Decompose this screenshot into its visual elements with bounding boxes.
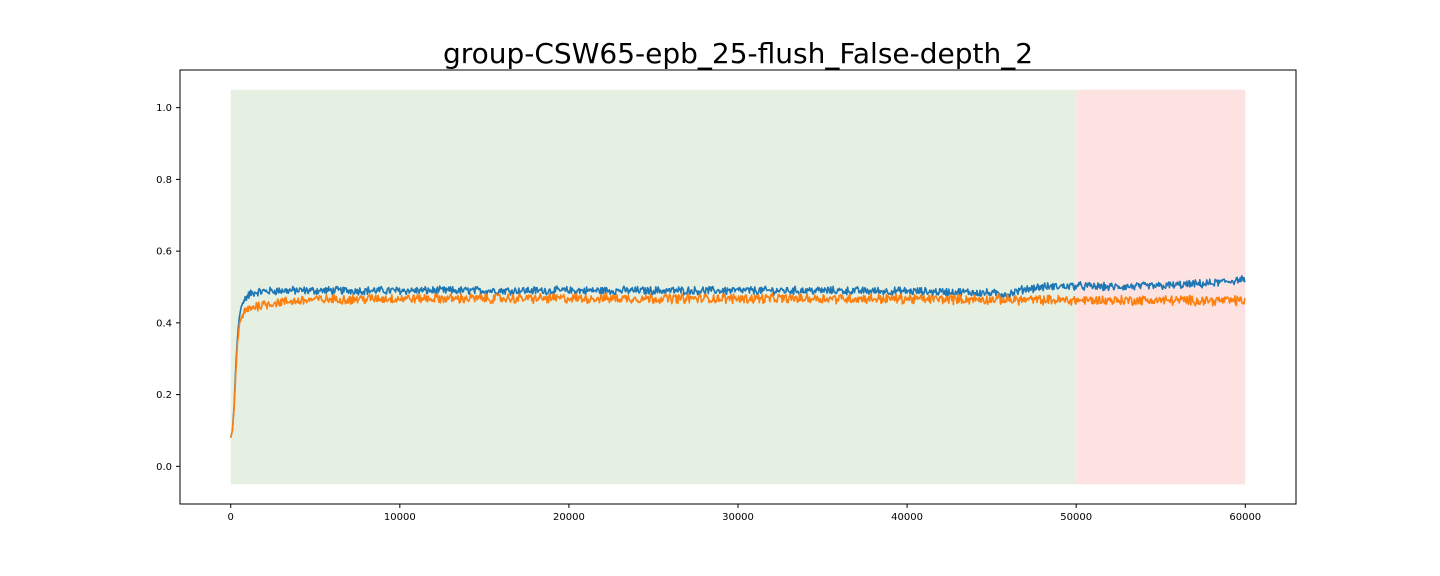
y-tick-label: 1.0 <box>156 103 172 114</box>
x-tick-label: 50000 <box>1060 512 1092 523</box>
y-tick-label: 0.8 <box>156 175 172 186</box>
series-lines <box>229 275 1246 438</box>
y-axis: 0.0 0.2 0.4 0.6 0.8 1.0 <box>156 103 180 473</box>
x-axis: 0 10000 20000 30000 40000 50000 60000 <box>228 504 1261 523</box>
x-tick-label: 0 <box>228 512 234 523</box>
x-tick-label: 10000 <box>384 512 416 523</box>
series-line-0 <box>229 275 1246 438</box>
series-line-1 <box>229 292 1246 438</box>
shaded-regions <box>230 89 1246 485</box>
y-tick-label: 0.6 <box>156 247 172 258</box>
chart-title: group-CSW65-epb_25-flush_False-depth_2 <box>443 37 1033 70</box>
y-tick-label: 0.0 <box>156 462 172 473</box>
x-tick-label: 20000 <box>553 512 585 523</box>
y-tick-label: 0.4 <box>156 318 172 329</box>
shaded-region-0 <box>230 89 1077 485</box>
x-tick-label: 40000 <box>891 512 923 523</box>
x-tick-label: 60000 <box>1229 512 1261 523</box>
x-tick-label: 30000 <box>722 512 754 523</box>
y-tick-label: 0.2 <box>156 390 172 401</box>
